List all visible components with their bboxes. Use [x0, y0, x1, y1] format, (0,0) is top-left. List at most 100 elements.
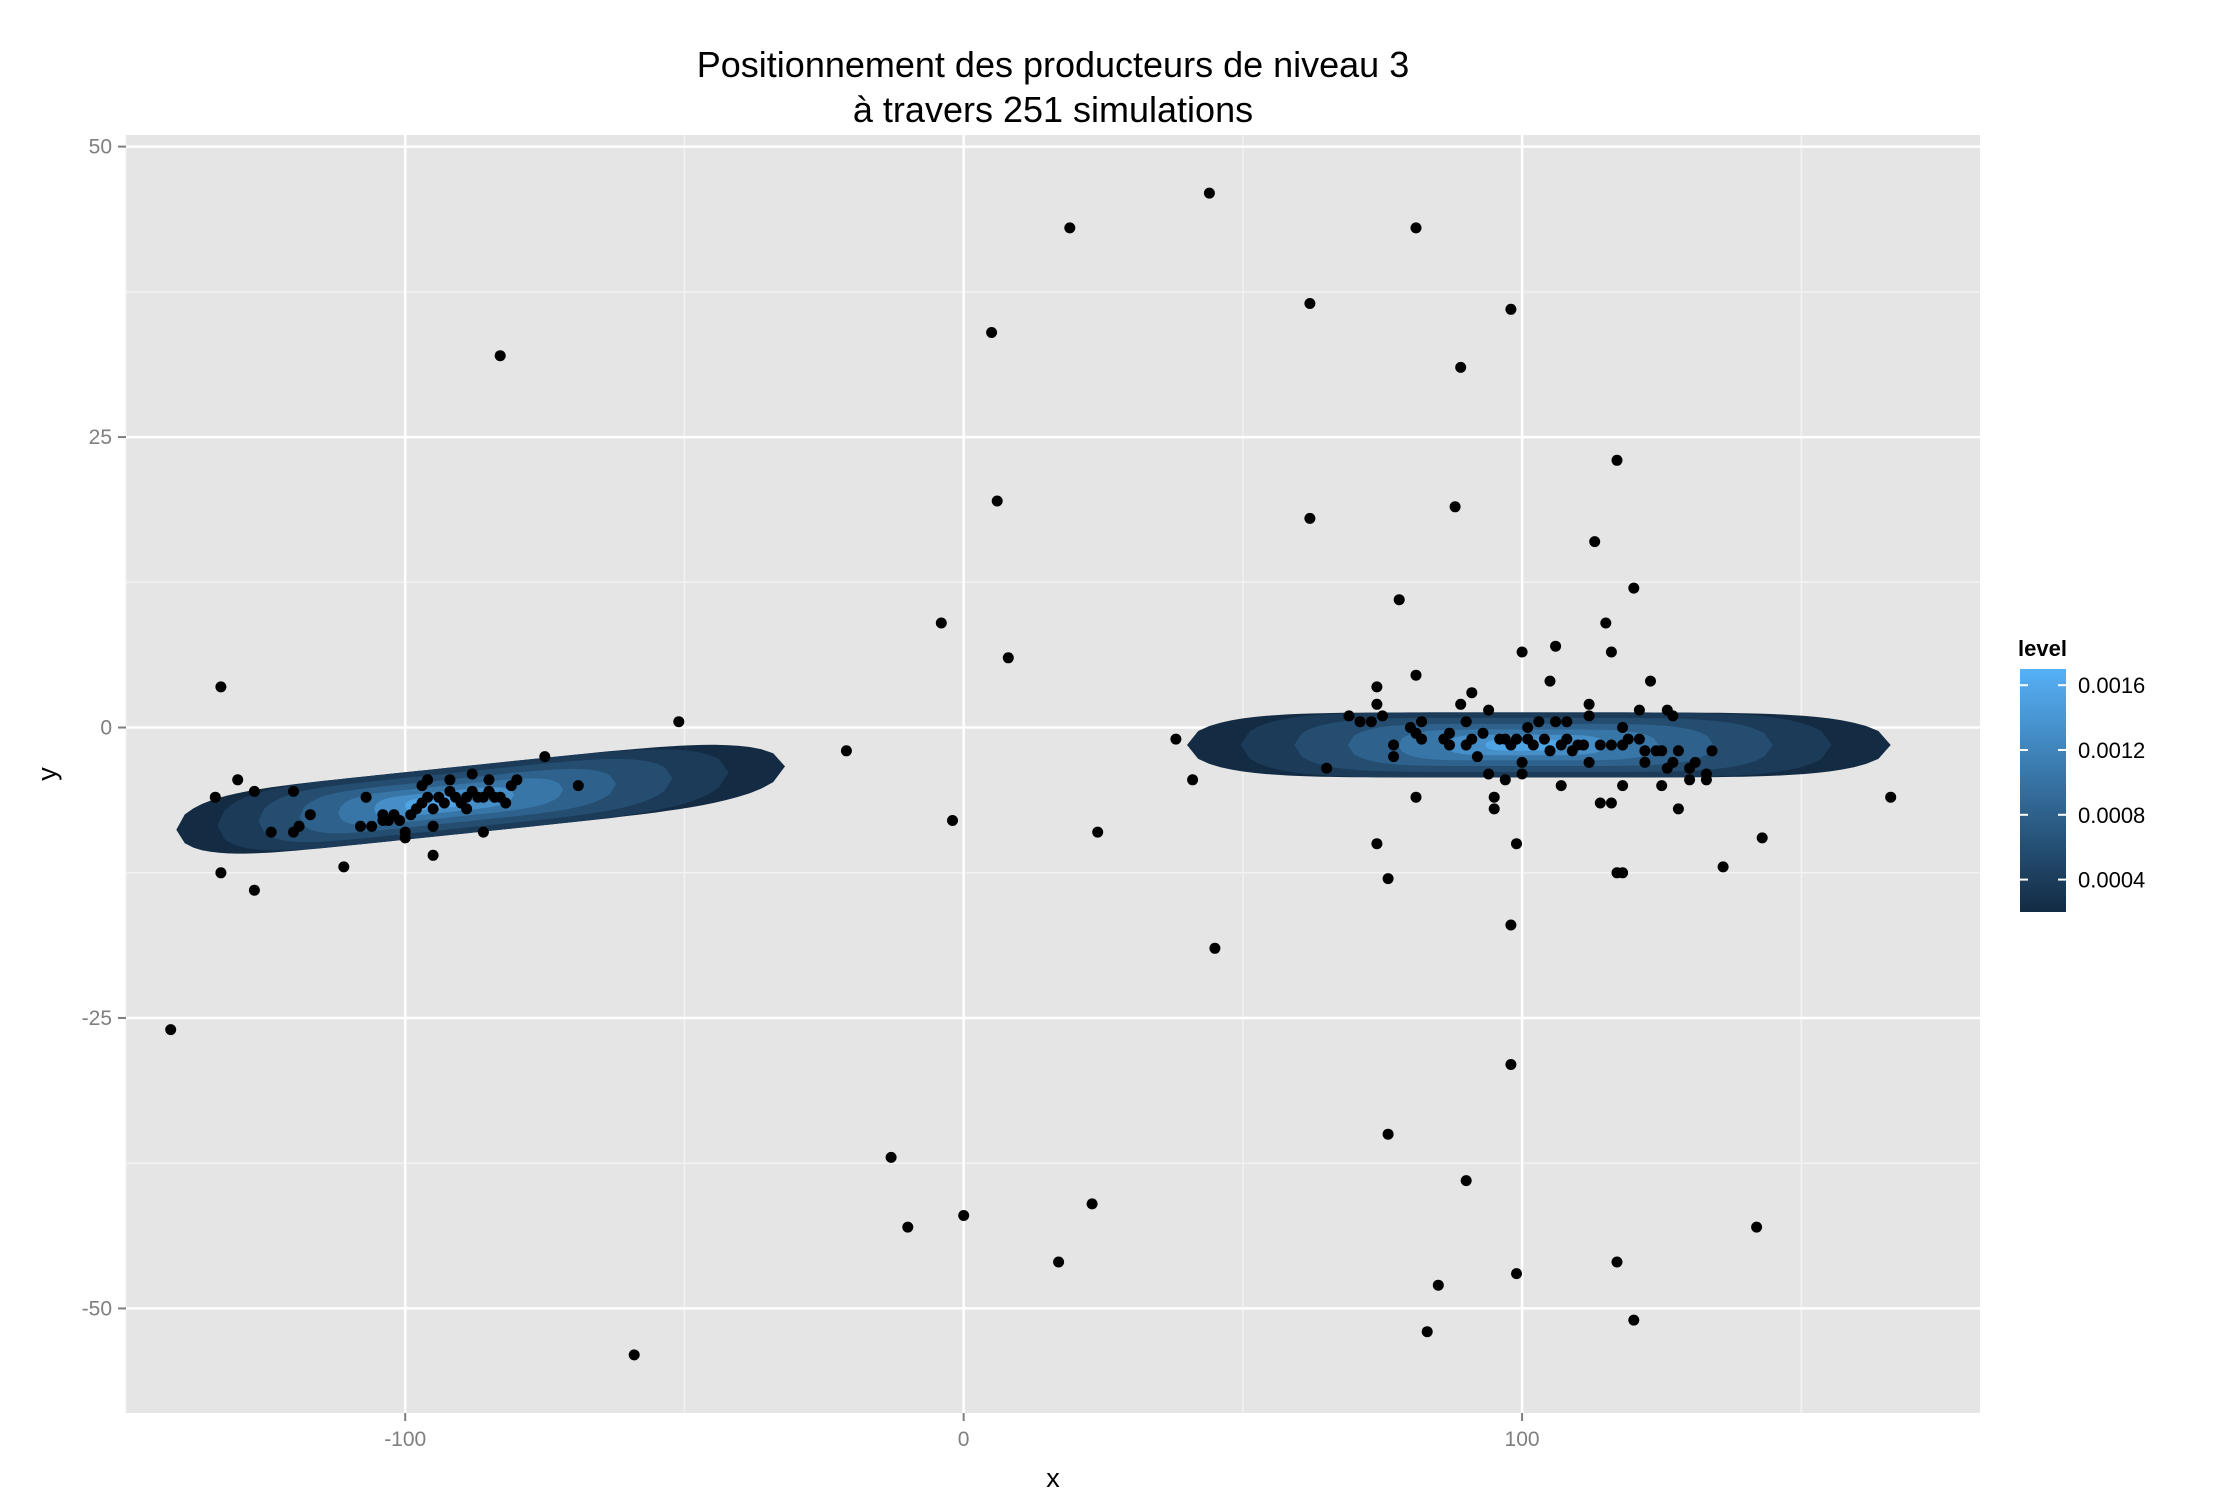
- data-point: [165, 1024, 177, 1036]
- data-point: [1460, 1175, 1472, 1187]
- data-point: [991, 495, 1003, 507]
- data-point: [1499, 774, 1511, 786]
- legend-tick-label: 0.0008: [2078, 803, 2145, 828]
- data-point: [1622, 733, 1634, 745]
- data-point: [494, 350, 506, 362]
- x-tick-label: -100: [384, 1428, 426, 1451]
- data-point: [477, 826, 489, 838]
- data-point: [1393, 594, 1405, 606]
- chart-title: Positionnement des producteurs de niveau…: [697, 44, 1409, 85]
- legend: level 0.0016 0.0012 0.0008 0.0004: [2018, 636, 2145, 912]
- data-point: [1321, 762, 1333, 774]
- data-point: [1449, 501, 1461, 513]
- data-point: [394, 815, 406, 826]
- data-point: [1600, 617, 1612, 629]
- data-point: [1516, 768, 1528, 780]
- data-point: [1371, 698, 1383, 710]
- data-point: [1421, 1326, 1433, 1338]
- data-point: [1667, 710, 1679, 722]
- data-point: [1756, 832, 1768, 844]
- data-point: [1561, 733, 1573, 745]
- data-point: [1583, 710, 1595, 722]
- data-point: [1656, 745, 1668, 757]
- data-point: [500, 797, 512, 809]
- data-point: [1639, 745, 1651, 757]
- data-point: [248, 884, 260, 896]
- legend-tick-label: 0.0004: [2078, 868, 2145, 893]
- legend-tick-label: 0.0012: [2078, 738, 2145, 763]
- data-point: [427, 820, 439, 832]
- data-point: [304, 809, 316, 821]
- data-point: [338, 861, 350, 873]
- data-point: [1064, 222, 1076, 234]
- data-point: [1527, 739, 1539, 751]
- data-point: [958, 1210, 970, 1221]
- data-point: [1187, 774, 1199, 786]
- data-point: [1388, 739, 1400, 751]
- data-point: [1505, 919, 1517, 931]
- data-point: [1611, 454, 1623, 466]
- data-point: [265, 826, 277, 838]
- data-point: [1365, 716, 1377, 728]
- data-point: [885, 1151, 897, 1163]
- y-axis: 50 25 0 -25 -50: [82, 136, 126, 1320]
- data-point: [1304, 512, 1316, 524]
- data-point: [539, 751, 551, 763]
- data-point: [1382, 1128, 1394, 1140]
- data-point: [1656, 780, 1668, 792]
- data-point: [1672, 745, 1684, 757]
- data-point: [1522, 722, 1534, 733]
- data-point: [427, 803, 439, 815]
- data-point: [947, 815, 958, 826]
- data-point: [466, 768, 478, 780]
- data-point: [1605, 797, 1617, 809]
- legend-tick-label: 0.0016: [2078, 673, 2145, 698]
- data-point: [840, 745, 852, 757]
- chart-subtitle: à travers 251 simulations: [853, 89, 1253, 130]
- scatter-points: [165, 187, 1897, 1361]
- data-point: [572, 780, 584, 792]
- data-point: [461, 803, 473, 815]
- data-point: [986, 327, 998, 338]
- data-point: [427, 849, 439, 861]
- data-point: [1645, 675, 1656, 687]
- data-point: [293, 820, 305, 832]
- data-point: [1544, 745, 1556, 757]
- data-point: [1432, 1279, 1444, 1291]
- data-point: [1002, 652, 1014, 664]
- data-point: [902, 1221, 914, 1233]
- data-point: [1544, 675, 1556, 687]
- data-point: [1672, 803, 1684, 815]
- data-point: [1555, 780, 1567, 792]
- data-point: [628, 1349, 640, 1361]
- data-point: [1455, 361, 1467, 373]
- data-point: [399, 826, 411, 838]
- data-point: [1053, 1256, 1065, 1268]
- data-point: [1488, 803, 1500, 815]
- data-point: [355, 820, 366, 832]
- data-point: [1611, 1256, 1623, 1268]
- data-point: [1092, 826, 1104, 838]
- data-point: [1667, 756, 1679, 768]
- data-point: [248, 785, 260, 797]
- data-point: [1382, 873, 1394, 885]
- data-point: [1594, 797, 1606, 809]
- x-tick-label: 0: [958, 1428, 970, 1451]
- data-point: [1343, 710, 1355, 722]
- data-point: [422, 791, 434, 803]
- legend-colorbar: [2020, 669, 2066, 912]
- y-tick-label: 0: [100, 717, 112, 740]
- data-point: [1483, 704, 1495, 716]
- data-point: [1561, 716, 1573, 728]
- data-point: [1410, 669, 1422, 681]
- data-point: [422, 774, 434, 786]
- data-point: [1605, 739, 1617, 751]
- legend-title: level: [2018, 636, 2067, 661]
- data-point: [1538, 733, 1550, 745]
- data-point: [1550, 640, 1562, 652]
- data-point: [438, 797, 450, 809]
- data-point: [1505, 1059, 1517, 1070]
- data-point: [1483, 768, 1495, 780]
- y-tick-label: 50: [89, 136, 112, 159]
- data-point: [1689, 756, 1701, 768]
